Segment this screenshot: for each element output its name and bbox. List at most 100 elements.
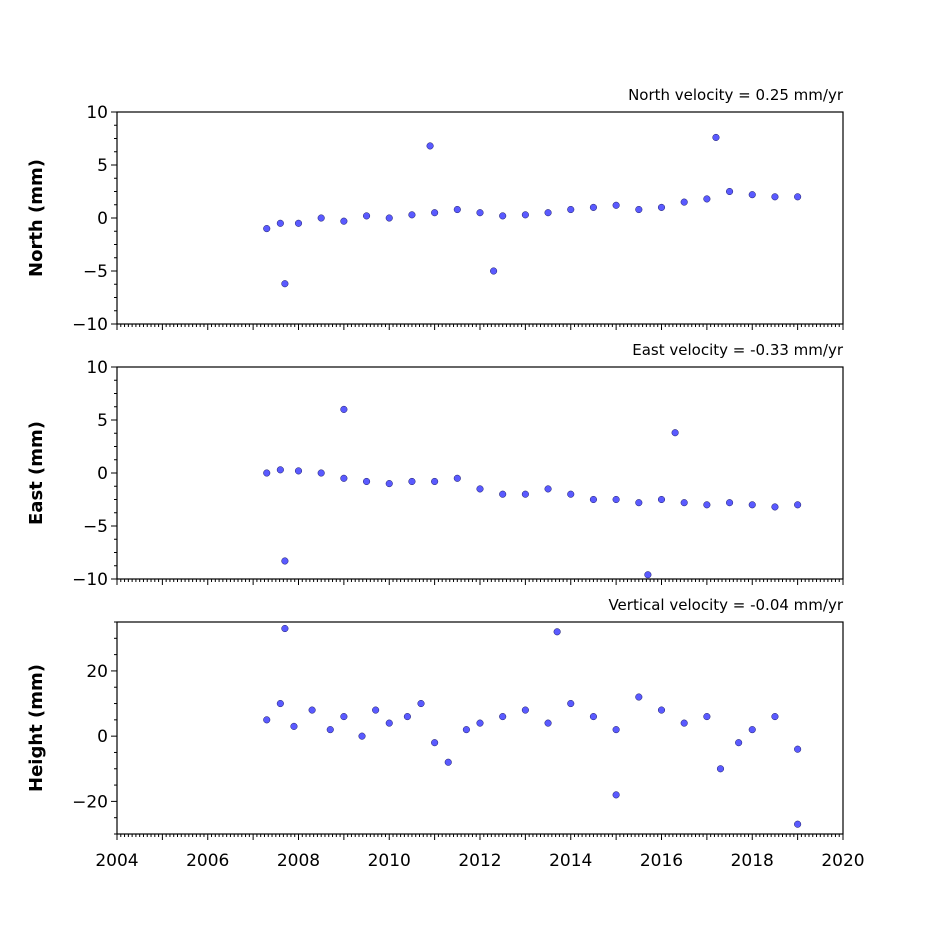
east-panel: East velocity = -0.33 mm/yr East (mm) −1… bbox=[26, 341, 844, 590]
data-point bbox=[544, 209, 552, 217]
data-point bbox=[635, 499, 643, 507]
data-point bbox=[294, 467, 303, 475]
data-point bbox=[453, 205, 461, 214]
data-point bbox=[735, 739, 743, 747]
data-point bbox=[771, 193, 779, 201]
x-tick-label: 2020 bbox=[821, 851, 864, 871]
data-point bbox=[671, 429, 679, 437]
data-point bbox=[612, 791, 620, 799]
north-velocity-title: North velocity = 0.25 mm/yr bbox=[628, 86, 844, 104]
data-point bbox=[294, 219, 303, 227]
data-point bbox=[358, 732, 366, 740]
data-point bbox=[263, 225, 271, 233]
data-point bbox=[417, 699, 425, 708]
data-point bbox=[408, 477, 416, 486]
data-point bbox=[499, 713, 507, 721]
data-point bbox=[748, 191, 756, 199]
y-tick-label: 0 bbox=[97, 209, 108, 229]
data-point bbox=[644, 571, 652, 579]
data-point bbox=[403, 713, 411, 721]
data-point bbox=[567, 205, 575, 214]
data-point bbox=[444, 758, 452, 766]
data-point bbox=[363, 212, 371, 220]
data-point bbox=[589, 495, 597, 504]
data-point bbox=[771, 503, 779, 511]
data-point bbox=[276, 466, 284, 474]
data-point bbox=[326, 726, 334, 734]
data-point bbox=[499, 490, 507, 498]
data-point bbox=[680, 719, 688, 727]
y-tick-label: 10 bbox=[86, 358, 108, 378]
data-point bbox=[431, 209, 439, 217]
data-point bbox=[521, 211, 529, 219]
data-point bbox=[726, 187, 734, 196]
plot-frame bbox=[116, 366, 844, 580]
data-point bbox=[635, 693, 643, 701]
y-tick-label: 20 bbox=[86, 662, 108, 682]
data-point bbox=[340, 713, 348, 721]
data-point bbox=[499, 212, 507, 220]
data-point bbox=[635, 205, 643, 214]
data-point bbox=[712, 133, 720, 141]
data-point bbox=[567, 699, 575, 708]
data-point bbox=[657, 706, 666, 714]
data-point bbox=[276, 699, 284, 708]
data-point bbox=[612, 726, 620, 734]
data-point bbox=[385, 719, 393, 727]
x-tick-label: 2016 bbox=[640, 851, 683, 871]
data-point bbox=[589, 713, 597, 721]
y-tick-label: −5 bbox=[83, 517, 108, 537]
data-point bbox=[476, 209, 484, 217]
north-panel: North velocity = 0.25 mm/yr North (mm) −… bbox=[26, 86, 844, 335]
data-point bbox=[544, 719, 552, 727]
data-point bbox=[544, 485, 552, 493]
data-point bbox=[680, 499, 688, 507]
data-point bbox=[771, 713, 779, 721]
data-point bbox=[657, 495, 666, 504]
x-tick-label: 2010 bbox=[368, 851, 411, 871]
data-point bbox=[263, 469, 271, 477]
x-tick-label: 2014 bbox=[549, 851, 592, 871]
data-point bbox=[748, 501, 756, 509]
data-point bbox=[408, 211, 416, 219]
x-tick-label: 2018 bbox=[731, 851, 774, 871]
data-point bbox=[476, 485, 484, 493]
data-point bbox=[521, 490, 529, 498]
data-point bbox=[340, 474, 348, 482]
data-point bbox=[490, 267, 498, 275]
data-point bbox=[426, 142, 434, 150]
data-point bbox=[794, 193, 802, 201]
data-point bbox=[553, 628, 561, 636]
data-point bbox=[703, 195, 711, 203]
data-point bbox=[308, 706, 316, 714]
data-point bbox=[462, 726, 470, 734]
data-point bbox=[521, 706, 529, 714]
data-point bbox=[263, 716, 271, 724]
data-point bbox=[657, 203, 666, 211]
data-point bbox=[703, 501, 711, 509]
data-point bbox=[340, 405, 348, 413]
x-tick-label: 2012 bbox=[458, 851, 501, 871]
y-tick-label: −20 bbox=[72, 792, 108, 812]
data-point bbox=[589, 203, 597, 211]
data-point bbox=[748, 726, 756, 734]
data-point bbox=[317, 214, 325, 222]
data-point bbox=[281, 557, 289, 565]
y-tick-label: −5 bbox=[83, 262, 108, 282]
x-tick-label: 2006 bbox=[186, 851, 229, 871]
data-point bbox=[281, 280, 289, 288]
plot-frame bbox=[116, 621, 844, 835]
data-point bbox=[716, 765, 725, 773]
data-point bbox=[431, 477, 439, 486]
x-tick-label: 2008 bbox=[277, 851, 320, 871]
data-point bbox=[290, 722, 298, 730]
data-point bbox=[385, 480, 393, 488]
data-point bbox=[340, 217, 348, 225]
data-point bbox=[431, 739, 439, 747]
plot-frame bbox=[116, 111, 844, 325]
data-point bbox=[794, 745, 802, 753]
data-point bbox=[612, 201, 620, 209]
data-point bbox=[281, 624, 289, 633]
data-point bbox=[276, 219, 284, 227]
